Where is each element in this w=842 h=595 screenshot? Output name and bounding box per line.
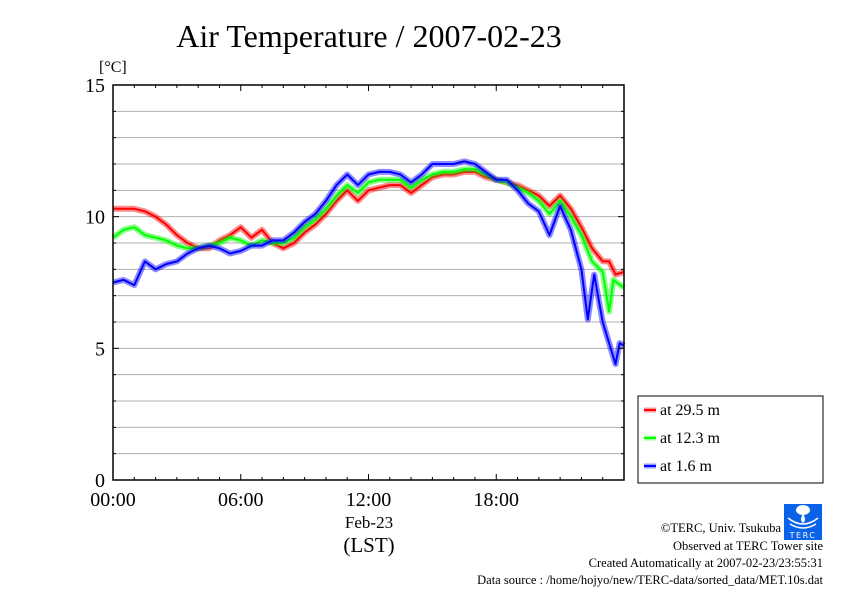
legend: at 29.5 m at 12.3 m at 1.6 m	[637, 395, 824, 484]
y-axis-label: [°C]	[99, 59, 127, 76]
series-line-2	[112, 160, 625, 366]
y-tick-label: 15	[85, 75, 105, 97]
axis-ticks: 0 5 10 15 00:00 06:00 12:00 18:00	[85, 75, 624, 511]
x-axis-label: (LST)	[343, 533, 394, 557]
x-tick-label: 12:00	[346, 489, 392, 511]
x-tick-label: 00:00	[90, 489, 136, 511]
y-tick-label: 10	[85, 207, 105, 229]
created-text: Created Automatically at 2007-02-23/23:5…	[589, 556, 823, 570]
legend-box	[637, 395, 824, 484]
plot-frame	[112, 84, 625, 481]
x-tick-label: 06:00	[218, 489, 264, 511]
logo-text: TERC	[789, 531, 817, 540]
y-tick-label: 5	[95, 338, 105, 360]
observed-text: Observed at TERC Tower site	[673, 539, 823, 553]
legend-label: at 12.3 m	[660, 430, 721, 447]
legend-label: at 29.5 m	[660, 402, 721, 419]
data-source-text: Data source : /home/hojyo/new/TERC-data/…	[477, 573, 823, 587]
y-tick-label: 0	[95, 470, 105, 492]
legend-label: at 1.6 m	[660, 458, 713, 475]
chart-title: Air Temperature / 2007-02-23	[176, 18, 562, 54]
x-tick-label: 18:00	[473, 489, 519, 511]
grid	[113, 110, 624, 455]
copyright-text: ©TERC, Univ. Tsukuba	[661, 521, 782, 535]
series-lines	[111, 158, 626, 368]
terc-logo: TERC	[784, 504, 822, 540]
date-label: Feb-23	[345, 513, 393, 532]
